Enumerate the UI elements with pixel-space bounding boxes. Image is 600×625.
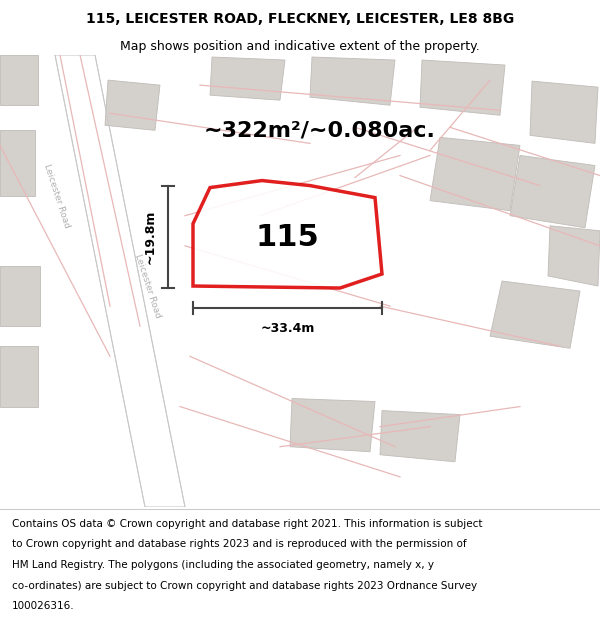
Polygon shape [193,181,382,288]
Text: 100026316.: 100026316. [12,601,74,611]
Polygon shape [105,80,160,131]
Text: co-ordinates) are subject to Crown copyright and database rights 2023 Ordnance S: co-ordinates) are subject to Crown copyr… [12,581,477,591]
Polygon shape [0,346,38,406]
Text: Leicester Road: Leicester Road [133,253,163,319]
Text: ~322m²/~0.080ac.: ~322m²/~0.080ac. [204,121,436,141]
Text: Contains OS data © Crown copyright and database right 2021. This information is : Contains OS data © Crown copyright and d… [12,519,482,529]
Polygon shape [0,266,40,326]
Polygon shape [290,399,375,452]
Polygon shape [380,411,460,462]
Polygon shape [490,281,580,348]
Text: 115: 115 [255,223,319,253]
Polygon shape [548,226,600,286]
Text: ~33.4m: ~33.4m [260,322,314,335]
Polygon shape [0,55,38,105]
Text: HM Land Registry. The polygons (including the associated geometry, namely x, y: HM Land Registry. The polygons (includin… [12,560,434,570]
Text: Map shows position and indicative extent of the property.: Map shows position and indicative extent… [120,39,480,52]
Polygon shape [510,156,595,228]
Text: to Crown copyright and database rights 2023 and is reproduced with the permissio: to Crown copyright and database rights 2… [12,539,467,549]
Polygon shape [310,57,395,105]
Polygon shape [210,57,285,100]
Polygon shape [530,81,598,143]
Polygon shape [55,55,185,507]
Text: ~19.8m: ~19.8m [144,209,157,264]
Polygon shape [0,131,35,196]
Polygon shape [430,138,520,211]
Text: Leicester Road: Leicester Road [43,162,71,229]
Text: 115, LEICESTER ROAD, FLECKNEY, LEICESTER, LE8 8BG: 115, LEICESTER ROAD, FLECKNEY, LEICESTER… [86,12,514,26]
Polygon shape [420,60,505,115]
